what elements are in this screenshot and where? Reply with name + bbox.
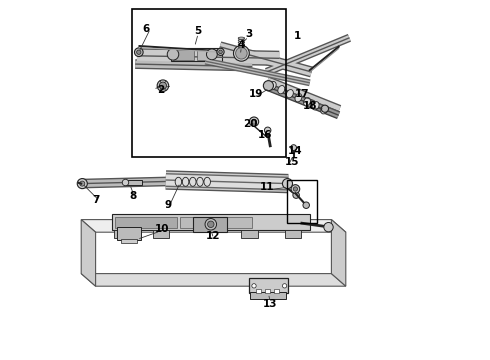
Circle shape xyxy=(291,145,296,150)
Bar xyxy=(171,48,221,61)
Bar xyxy=(112,214,310,230)
Bar xyxy=(121,239,137,243)
Bar xyxy=(288,180,317,223)
Circle shape xyxy=(291,185,300,193)
Polygon shape xyxy=(81,274,346,286)
Circle shape xyxy=(282,179,293,189)
Circle shape xyxy=(321,105,328,112)
Text: 7: 7 xyxy=(92,195,99,205)
Ellipse shape xyxy=(238,37,245,39)
Ellipse shape xyxy=(321,105,328,114)
Bar xyxy=(114,230,130,238)
Text: 10: 10 xyxy=(155,224,170,234)
Ellipse shape xyxy=(312,102,319,110)
Bar xyxy=(197,50,212,60)
Ellipse shape xyxy=(295,94,302,102)
Ellipse shape xyxy=(270,81,276,90)
Circle shape xyxy=(293,192,299,198)
Circle shape xyxy=(137,50,141,54)
Circle shape xyxy=(167,49,179,60)
Circle shape xyxy=(249,117,259,126)
Circle shape xyxy=(252,284,256,288)
Polygon shape xyxy=(331,220,346,286)
Text: 20: 20 xyxy=(243,119,258,129)
Ellipse shape xyxy=(238,41,245,44)
Text: 4: 4 xyxy=(238,40,245,50)
Bar xyxy=(193,217,227,232)
Circle shape xyxy=(206,49,217,60)
Circle shape xyxy=(208,221,214,228)
Circle shape xyxy=(159,82,167,89)
Ellipse shape xyxy=(304,98,311,106)
Text: 6: 6 xyxy=(143,24,149,34)
Circle shape xyxy=(134,48,143,57)
Circle shape xyxy=(205,219,217,230)
Ellipse shape xyxy=(204,177,210,186)
Bar xyxy=(265,289,270,293)
Bar xyxy=(250,292,286,299)
Bar xyxy=(180,217,252,228)
Text: 2: 2 xyxy=(157,85,164,95)
Text: 12: 12 xyxy=(205,231,220,241)
Circle shape xyxy=(263,81,273,91)
Text: 9: 9 xyxy=(164,200,171,210)
Circle shape xyxy=(303,202,310,208)
Bar xyxy=(116,217,176,228)
Text: 11: 11 xyxy=(259,182,274,192)
Circle shape xyxy=(236,48,247,59)
Bar xyxy=(274,289,279,293)
Circle shape xyxy=(80,181,85,186)
Circle shape xyxy=(251,119,257,124)
Ellipse shape xyxy=(238,44,245,46)
Circle shape xyxy=(293,187,297,191)
Ellipse shape xyxy=(287,90,294,98)
Circle shape xyxy=(233,45,249,61)
Text: 1: 1 xyxy=(294,31,301,41)
Circle shape xyxy=(265,127,271,134)
Ellipse shape xyxy=(175,177,182,186)
Circle shape xyxy=(157,80,169,91)
Circle shape xyxy=(219,50,222,54)
Ellipse shape xyxy=(197,177,203,186)
Text: 16: 16 xyxy=(258,130,272,140)
Text: 18: 18 xyxy=(302,101,317,111)
Bar xyxy=(153,230,170,238)
Text: 17: 17 xyxy=(295,89,310,99)
Text: 19: 19 xyxy=(248,89,263,99)
Text: 15: 15 xyxy=(285,157,299,167)
Ellipse shape xyxy=(182,177,189,186)
Bar xyxy=(248,278,288,293)
Bar xyxy=(132,9,286,157)
Bar xyxy=(124,180,143,185)
Text: 3: 3 xyxy=(245,29,252,39)
Circle shape xyxy=(324,222,333,232)
Ellipse shape xyxy=(278,86,285,94)
Circle shape xyxy=(122,179,129,186)
Text: 13: 13 xyxy=(263,299,277,309)
Text: 8: 8 xyxy=(130,191,137,201)
Bar xyxy=(285,230,301,238)
Circle shape xyxy=(77,179,87,189)
Ellipse shape xyxy=(190,177,196,186)
Bar xyxy=(117,227,141,240)
Ellipse shape xyxy=(238,39,245,41)
Bar xyxy=(242,230,258,238)
Bar xyxy=(256,289,261,293)
Circle shape xyxy=(217,48,224,55)
Text: 14: 14 xyxy=(288,146,303,156)
Ellipse shape xyxy=(238,46,245,48)
Polygon shape xyxy=(81,220,96,286)
Text: 5: 5 xyxy=(195,26,202,36)
Bar xyxy=(173,50,194,60)
Circle shape xyxy=(282,284,287,288)
Polygon shape xyxy=(81,220,346,232)
